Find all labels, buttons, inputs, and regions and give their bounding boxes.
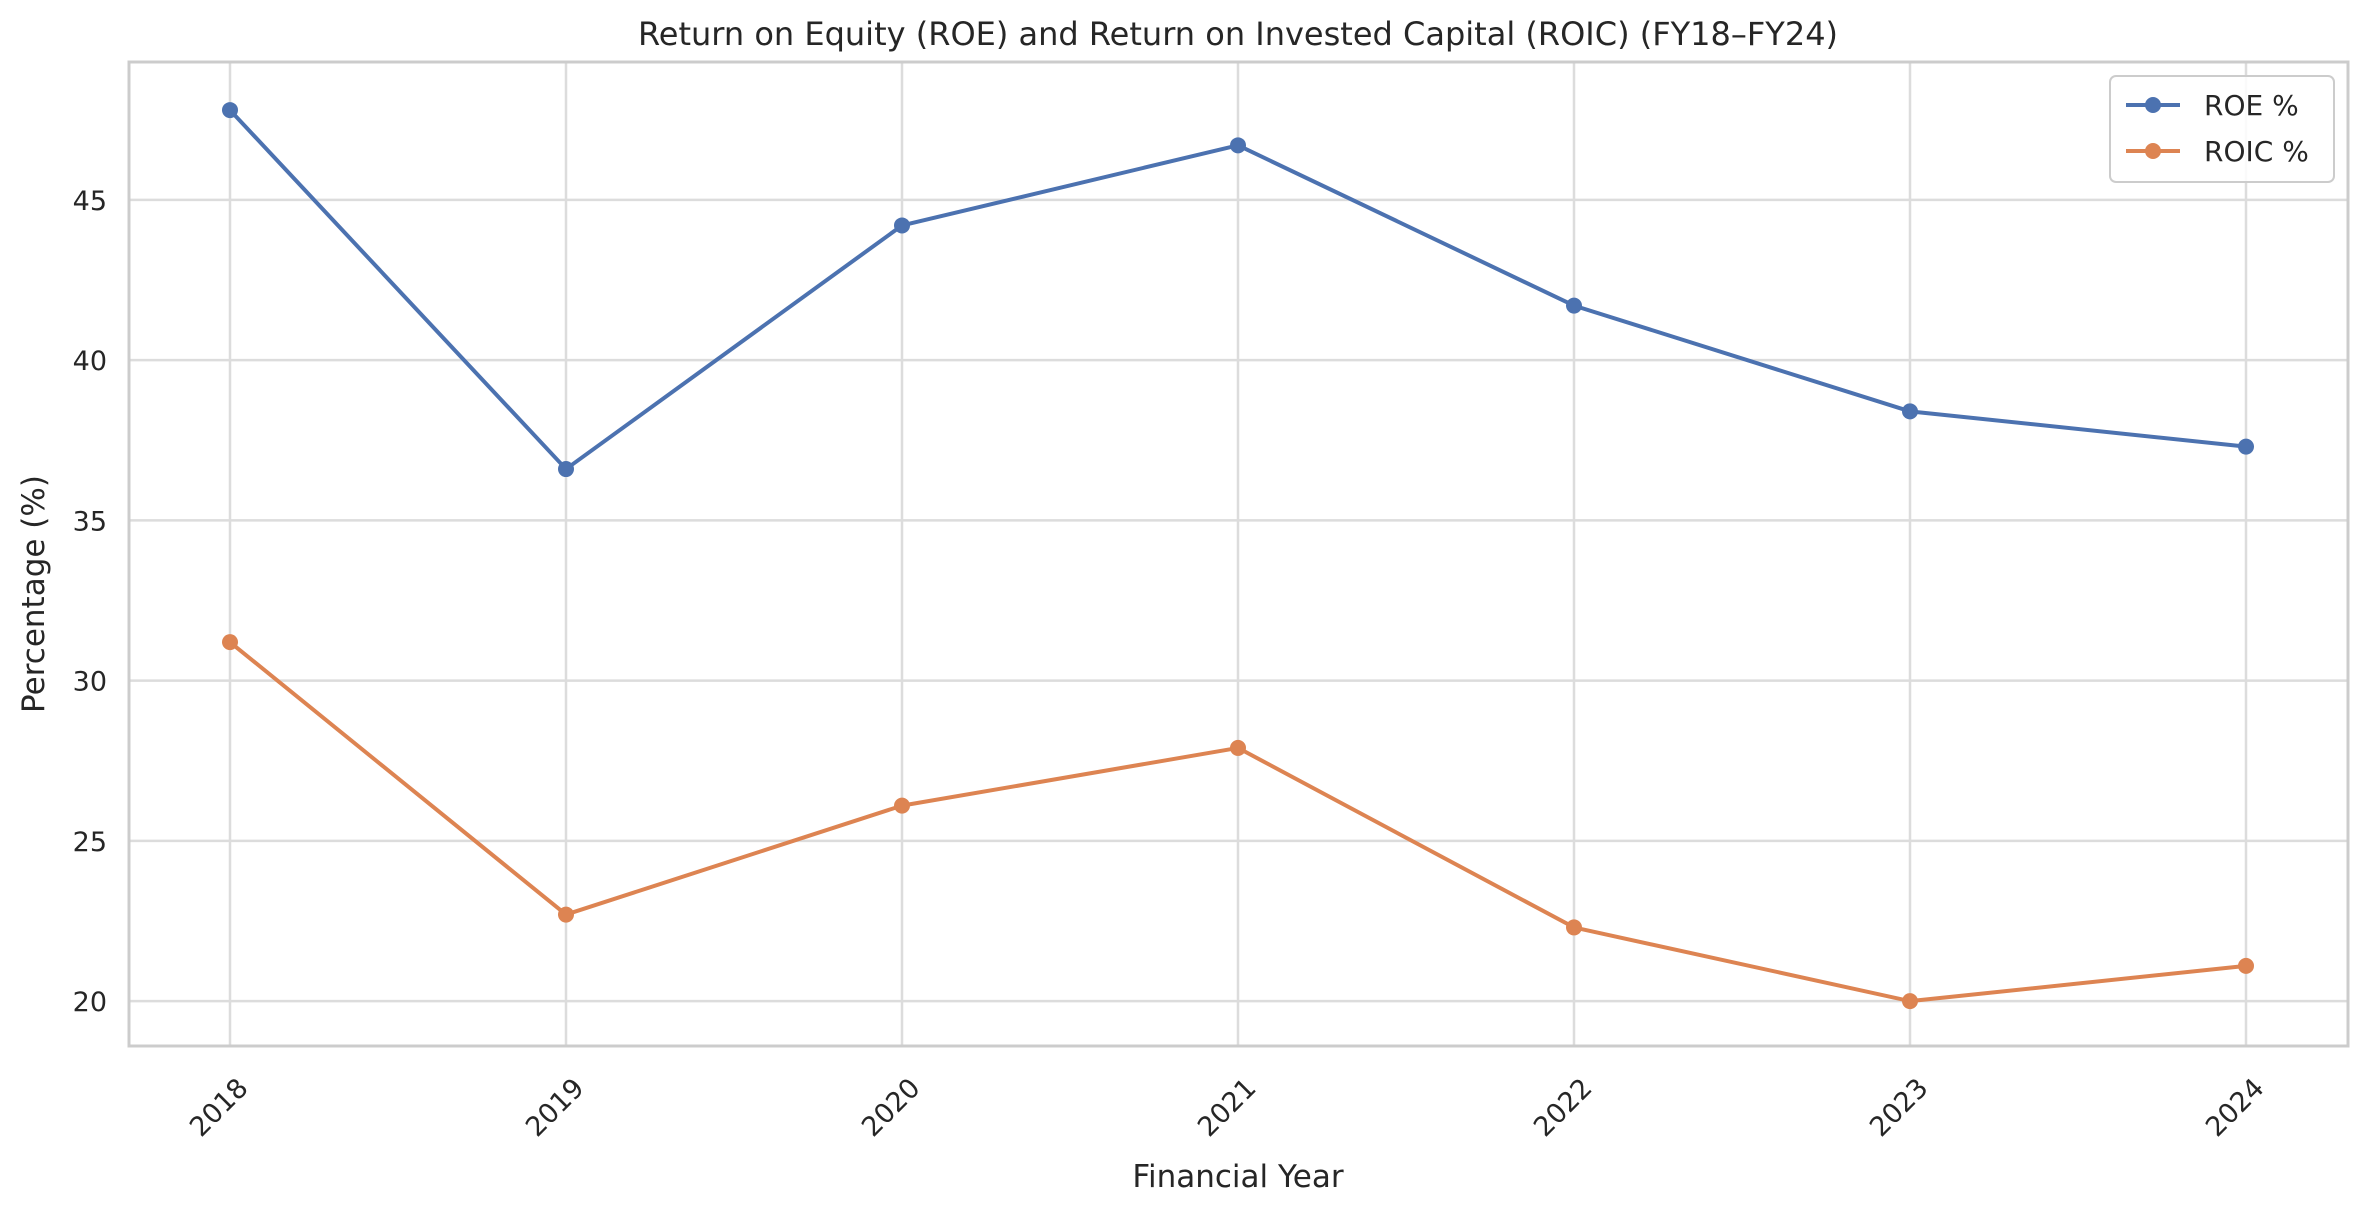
data-point: [222, 634, 238, 651]
data-point: [894, 217, 910, 234]
y-tick-label: 35: [73, 506, 107, 537]
series-roe: [222, 102, 2254, 478]
legend-box: [2109, 75, 2335, 183]
data-point: [1902, 403, 1918, 420]
data-point: [558, 461, 574, 478]
y-tick-labels: 20 25 30 35 40 45: [73, 186, 107, 1018]
legend: ROE % ROIC %: [2109, 75, 2335, 183]
data-point: [2238, 438, 2254, 455]
data-point: [1230, 137, 1246, 154]
data-point: [2238, 957, 2254, 974]
series-layer: [222, 102, 2254, 1010]
data-point: [1902, 993, 1918, 1010]
legend-item: ROE %: [2126, 89, 2299, 122]
data-point: [1566, 297, 1582, 314]
plot-frame: [127, 60, 2350, 1048]
series-roic: [222, 634, 2254, 1010]
legend-label: ROE %: [2204, 89, 2299, 122]
data-point: [1566, 919, 1582, 936]
y-tick-label: 40: [73, 346, 107, 377]
x-gridlines: [228, 62, 2248, 1046]
data-point: [1230, 739, 1246, 756]
y-tick-label: 45: [73, 186, 107, 217]
legend-marker: [2145, 97, 2161, 113]
legend-item: ROIC %: [2126, 135, 2309, 168]
legend-label: ROIC %: [2204, 135, 2309, 168]
y-tick-label: 20: [73, 987, 107, 1018]
chart-title: Return on Equity (ROE) and Return on Inv…: [638, 15, 1838, 53]
y-axis-label: Percentage (%): [16, 475, 52, 713]
y-tick-label: 25: [73, 827, 107, 858]
x-axis-label: Financial Year: [1132, 1159, 1343, 1195]
data-point: [222, 102, 238, 119]
data-point: [894, 797, 910, 814]
data-point: [558, 906, 574, 923]
legend-marker: [2145, 143, 2161, 159]
y-tick-label: 30: [73, 667, 107, 698]
